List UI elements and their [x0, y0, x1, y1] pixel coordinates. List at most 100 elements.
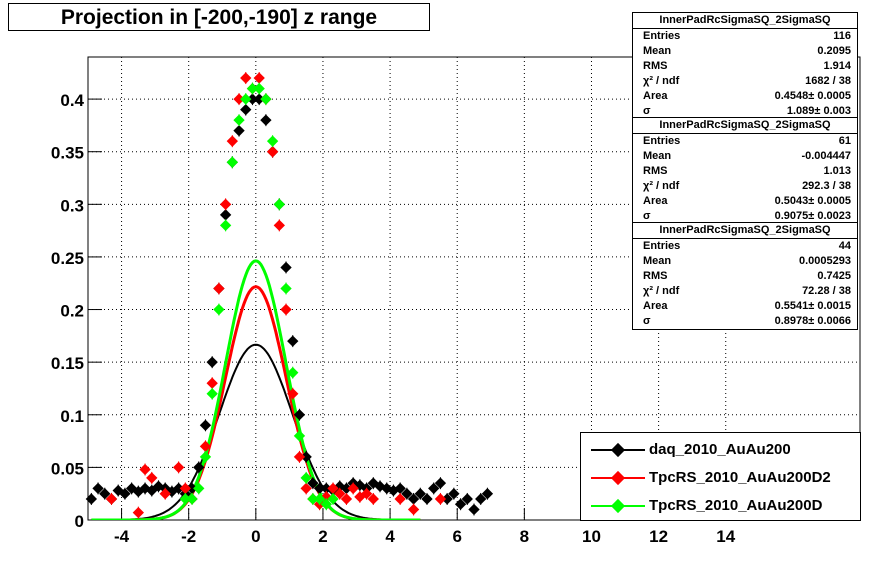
data-point [434, 493, 447, 505]
data-point [219, 198, 232, 210]
data-point [394, 493, 406, 505]
legend-label: TpcRS_2010_AuAu200D2 [649, 469, 831, 486]
data-point [407, 503, 420, 516]
stats-value: 61 [838, 135, 851, 147]
data-point [199, 440, 212, 452]
data-point [307, 493, 319, 505]
data-point [481, 488, 494, 500]
data-point [313, 493, 326, 505]
data-point [367, 493, 379, 505]
stats-value: 0.8978± 0.0066 [774, 315, 851, 327]
data-point [206, 377, 218, 389]
data-point [394, 482, 406, 495]
stats-value: 0.5541± 0.0015 [774, 300, 851, 312]
stats-key: σ [643, 105, 651, 117]
legend-marker-icon [591, 470, 645, 486]
data-point [266, 135, 279, 147]
stats-key: Entries [643, 135, 681, 147]
data-point [468, 503, 480, 516]
stats-key: χ² / ndf [643, 285, 680, 297]
y-tick-label: 0.3 [60, 196, 84, 215]
stats-header: InnerPadRcSigmaSQ_2SigmaSQ [633, 223, 857, 239]
data-point [448, 488, 460, 500]
stats-value: 0.0005293 [799, 255, 851, 267]
data-point [414, 488, 426, 500]
data-point [280, 282, 292, 295]
stats-box-daq: InnerPadRcSigmaSQ_2SigmaSQ Entries 116 Me… [632, 12, 858, 120]
stats-value: 72.28 / 38 [802, 285, 851, 297]
data-point [172, 461, 185, 474]
data-point [428, 482, 440, 495]
legend-marker-icon [591, 442, 645, 458]
data-point [407, 493, 420, 505]
data-point [434, 477, 447, 489]
stats-key: Entries [643, 240, 681, 252]
data-point [360, 488, 373, 500]
data-point [307, 477, 319, 489]
stats-value: 1.089± 0.003 [786, 105, 851, 117]
data-point [266, 146, 279, 158]
data-point [199, 451, 212, 463]
data-point [213, 303, 225, 316]
y-tick-label: 0.35 [51, 144, 84, 163]
data-point [186, 482, 198, 495]
data-point [206, 388, 218, 400]
stats-value: 0.7425 [817, 270, 851, 282]
data-point [334, 488, 346, 500]
data-point [179, 493, 191, 505]
data-point [347, 482, 359, 495]
x-tick-label: 4 [385, 527, 395, 546]
data-point [327, 493, 339, 505]
stats-key: Mean [643, 255, 672, 267]
x-tick-label: -4 [114, 527, 130, 546]
legend: daq_2010_AuAu200 TpcRS_2010_AuAu200D2 Tp… [580, 432, 861, 521]
data-point [327, 482, 339, 495]
stats-key: Area [643, 195, 668, 207]
data-point [475, 493, 487, 505]
data-point [454, 498, 467, 510]
stats-key: Mean [643, 45, 672, 57]
data-point [313, 482, 326, 495]
legend-label: daq_2010_AuAu200 [649, 441, 791, 458]
data-point [287, 335, 299, 347]
y-tick-label: 0 [75, 512, 84, 531]
data-point [159, 488, 171, 500]
stats-value: 0.9075± 0.0023 [774, 210, 851, 222]
stats-key: Area [643, 90, 668, 102]
stats-value: 1.013 [823, 165, 851, 177]
x-tick-label: 12 [649, 527, 668, 546]
data-point [226, 156, 238, 168]
data-point [219, 209, 232, 221]
stats-value: 116 [833, 30, 851, 42]
chart-title: Projection in [-200,-190] z range [8, 3, 430, 31]
stats-key: RMS [643, 165, 668, 177]
data-point [287, 388, 299, 400]
stats-value: 1.914 [823, 60, 851, 72]
data-point [206, 356, 218, 368]
x-tick-label: 6 [452, 527, 461, 546]
stats-key: RMS [643, 60, 668, 72]
data-point [273, 198, 285, 210]
data-point [186, 493, 198, 505]
legend-entry: TpcRS_2010_AuAu200D [581, 493, 860, 519]
data-point [287, 367, 299, 379]
stats-key: Entries [643, 30, 681, 42]
data-point [421, 493, 433, 505]
data-point [132, 506, 145, 519]
x-tick-label: 10 [582, 527, 601, 546]
stats-value: 44 [838, 240, 851, 252]
legend-label: TpcRS_2010_AuAu200D [649, 497, 823, 514]
stats-value: 0.4548± 0.0005 [774, 90, 851, 102]
x-tick-label: 0 [251, 527, 260, 546]
data-point [320, 498, 332, 510]
x-tick-label: 2 [318, 527, 327, 546]
legend-entry: daq_2010_AuAu200 [581, 437, 860, 463]
stats-value: 0.2095 [817, 45, 851, 57]
data-point [193, 482, 205, 495]
stats-key: Mean [643, 150, 672, 162]
y-tick-label: 0.2 [60, 302, 84, 321]
x-tick-label: 8 [520, 527, 529, 546]
stats-value: 1682 / 38 [805, 75, 851, 87]
fit-curve [91, 343, 421, 520]
data-point [280, 261, 292, 274]
